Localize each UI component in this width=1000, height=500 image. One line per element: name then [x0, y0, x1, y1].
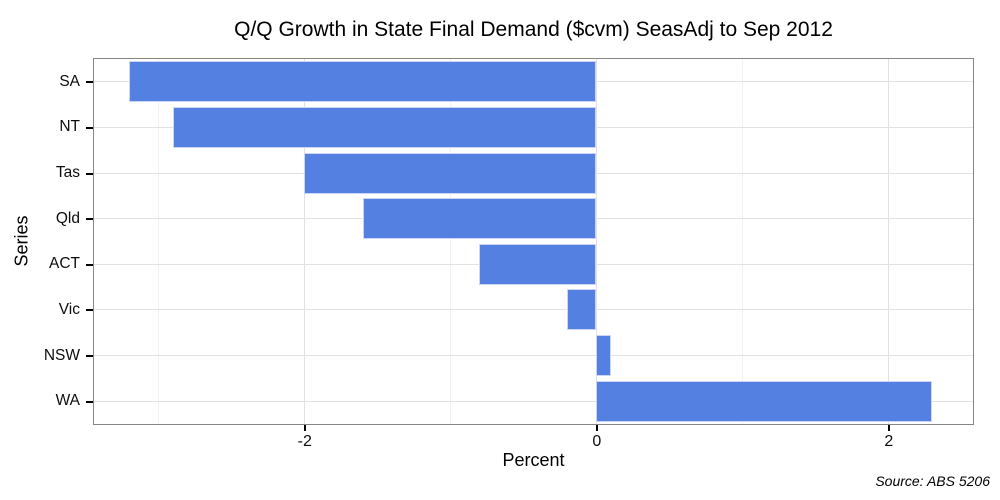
y-axis-tick: [86, 81, 93, 84]
x-major-gridline: [303, 59, 305, 424]
x-axis-tick: [303, 425, 306, 431]
y-axis-tick: [86, 172, 93, 175]
y-axis-tick: [86, 218, 93, 221]
source-note: Source: ABS 5206: [875, 473, 990, 489]
y-axis-tick: [86, 309, 93, 312]
x-minor-gridline: [741, 59, 743, 424]
bar-act: [479, 243, 597, 285]
x-major-gridline: [595, 59, 597, 424]
bar-vic: [567, 289, 597, 331]
bar-wa: [596, 380, 933, 422]
y-major-gridline: [94, 309, 973, 311]
bar-sa: [129, 61, 597, 103]
y-tick-label-nsw: NSW: [43, 346, 80, 364]
y-axis-tick: [86, 355, 93, 358]
y-axis-tick: [86, 263, 93, 266]
y-major-gridline: [94, 355, 973, 357]
x-axis-title: Percent: [502, 450, 565, 470]
chart-title: Q/Q Growth in State Final Demand ($cvm) …: [234, 18, 833, 41]
y-tick-label-vic: Vic: [58, 300, 80, 318]
bar-tas: [304, 152, 597, 194]
y-tick-label-wa: WA: [55, 392, 80, 410]
x-tick-label: -2: [297, 433, 312, 450]
x-minor-gridline: [449, 59, 451, 424]
y-tick-label-act: ACT: [49, 255, 80, 273]
x-tick-label: 0: [592, 433, 602, 450]
y-axis-tick: [86, 400, 93, 403]
bar-nt: [172, 106, 597, 148]
bar-nsw: [596, 335, 611, 377]
y-tick-label-qld: Qld: [55, 209, 80, 227]
bar-qld: [362, 198, 597, 240]
y-tick-label-nt: NT: [59, 118, 80, 136]
y-major-gridline: [94, 400, 973, 402]
y-axis-tick: [86, 126, 93, 129]
x-tick-label: 2: [884, 433, 894, 450]
y-tick-label-sa: SA: [59, 72, 80, 90]
x-axis-tick: [595, 425, 598, 431]
x-minor-gridline: [157, 59, 159, 424]
plot-area: [93, 58, 974, 425]
x-major-gridline: [887, 59, 889, 424]
y-tick-label-tas: Tas: [55, 164, 80, 182]
x-axis-tick: [887, 425, 890, 431]
